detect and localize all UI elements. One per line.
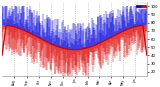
Legend: , : , [137,3,146,9]
